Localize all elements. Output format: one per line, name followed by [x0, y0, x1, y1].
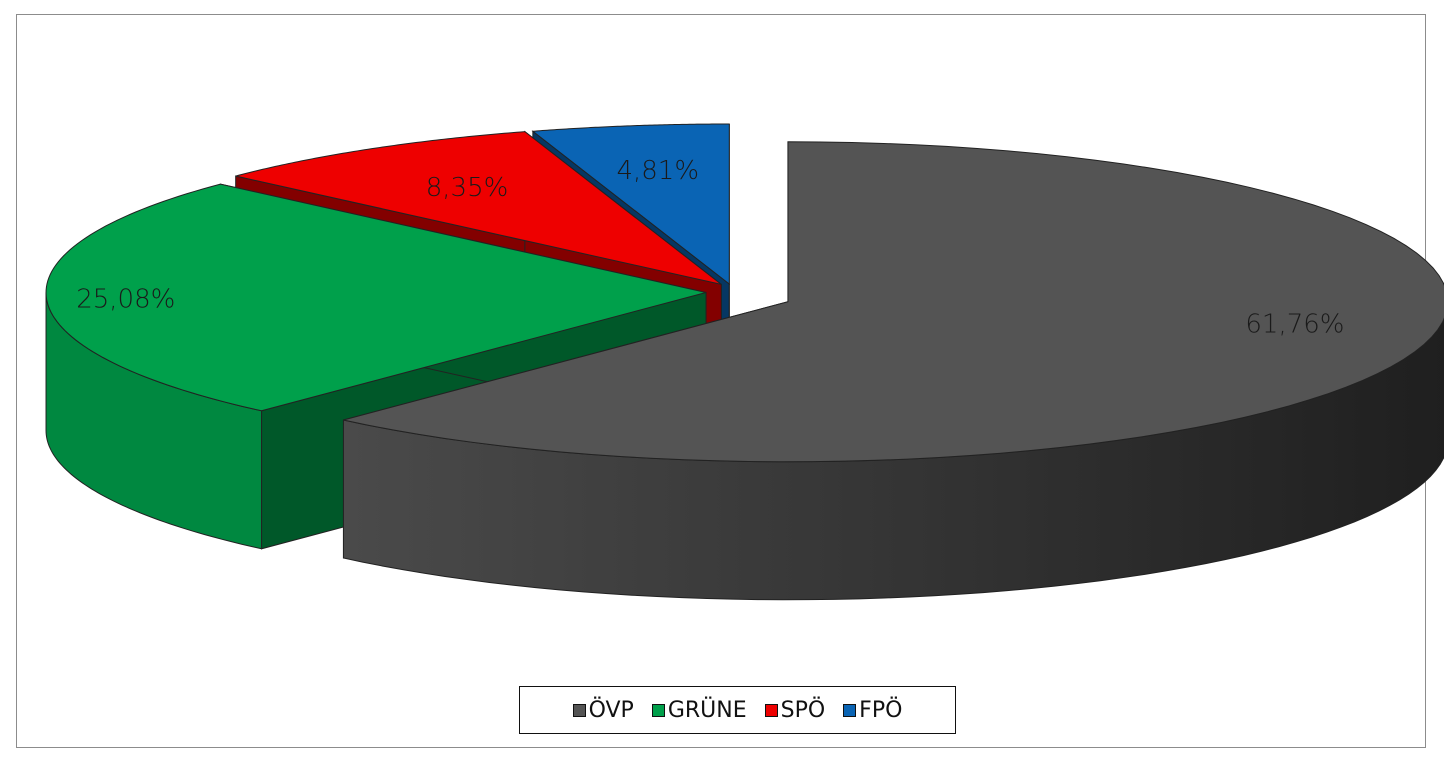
- data-label-fpoe: 4,81%: [616, 156, 699, 186]
- legend-item-spoe: SPÖ: [764, 697, 826, 723]
- legend-label-gruene: GRÜNE: [667, 697, 747, 723]
- legend-swatch-spoe: [764, 703, 778, 717]
- pie-slice-gruene-top: [45, 183, 707, 412]
- legend-swatch-oevp: [572, 703, 586, 717]
- legend-label-fpoe: FPÖ: [859, 697, 903, 723]
- legend-label-oevp: ÖVP: [588, 697, 634, 723]
- legend-item-gruene: GRÜNE: [651, 697, 747, 723]
- data-label-gruene: 25,08%: [76, 285, 175, 315]
- legend: ÖVP GRÜNE SPÖ FPÖ: [519, 686, 956, 734]
- data-label-spoe: 8,35%: [426, 173, 509, 203]
- legend-label-spoe: SPÖ: [780, 697, 826, 723]
- legend-item-fpoe: FPÖ: [843, 698, 902, 723]
- legend-swatch-gruene: [651, 703, 665, 717]
- pie-slice-fpoe-top: [531, 123, 730, 286]
- pie-slice-oevp: [342, 141, 1444, 601]
- data-label-oevp: 61,76%: [1245, 309, 1344, 339]
- pie-slice-spoe-top: [235, 131, 722, 285]
- legend-swatch-fpoe: [843, 703, 857, 717]
- pie-slice-oevp-top: [343, 141, 1444, 463]
- legend-item-oevp: ÖVP: [572, 697, 634, 723]
